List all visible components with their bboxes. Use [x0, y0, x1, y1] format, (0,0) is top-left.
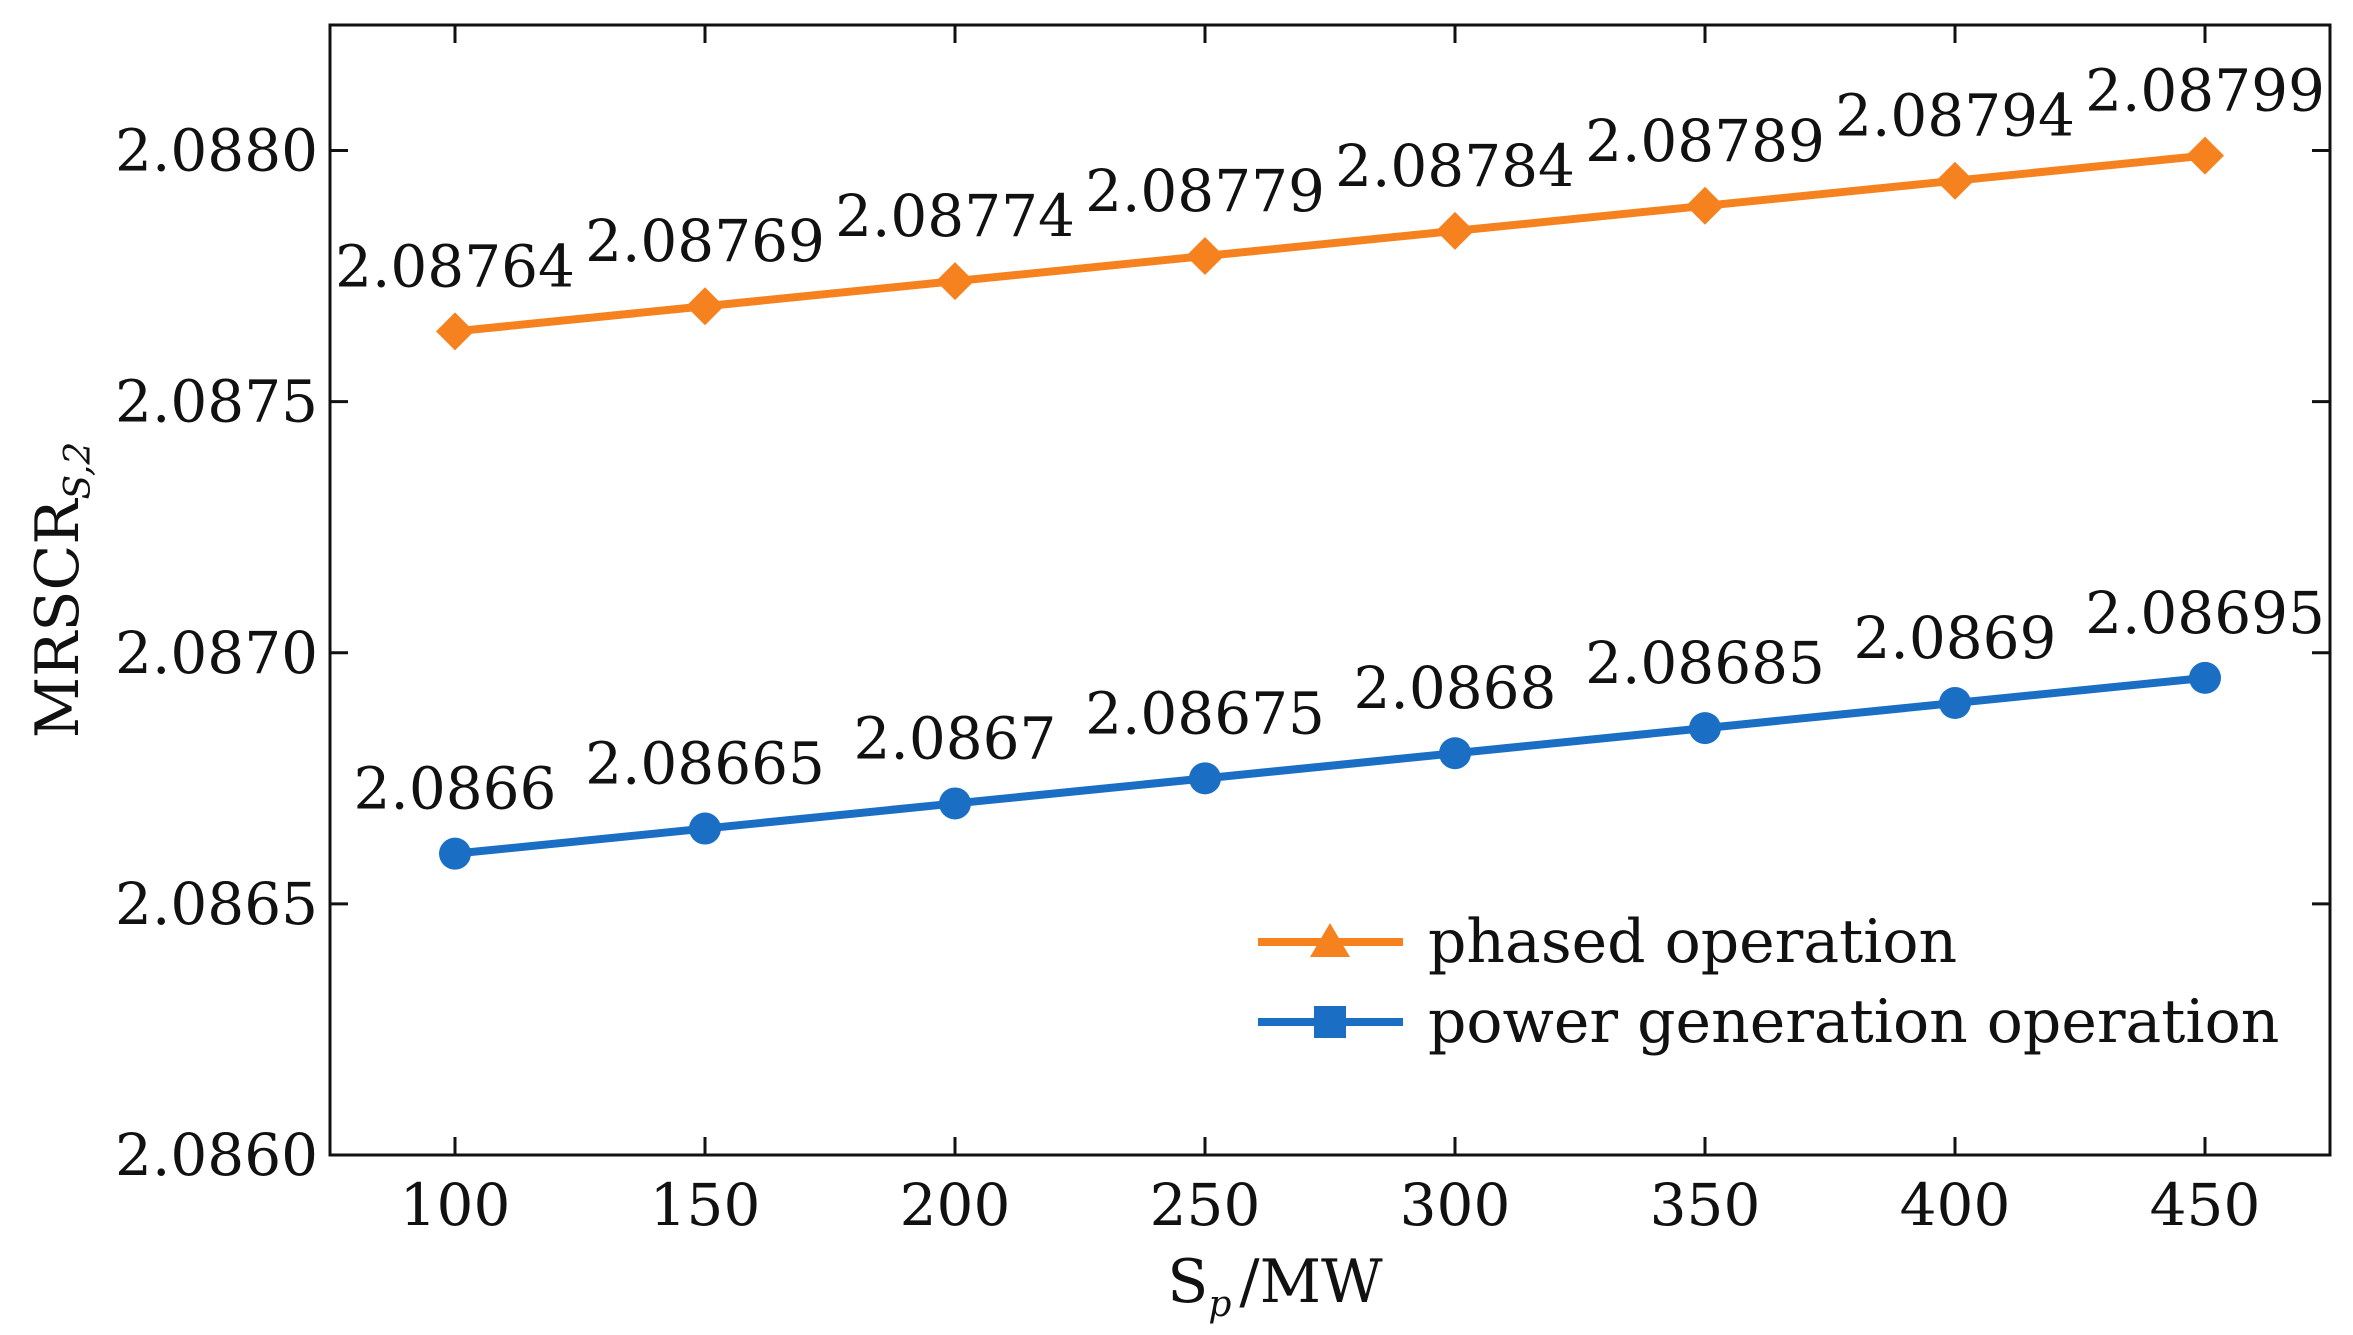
x-axis-title-main: S [1167, 1247, 1208, 1317]
y-tick-label: 2.0870 [115, 619, 318, 687]
y-tick-label: 2.0880 [115, 117, 318, 185]
series-power-generation-operation: 2.0866 2.08665 2.0867 2.08675 2.0868 2.08685 2… [354, 579, 2325, 870]
plot-frame [328, 23, 2332, 1157]
y-axis: 2.0860 2.0865 2.0870 2.0875 2.0880 [115, 117, 2330, 1189]
data-label: 2.08769 [585, 207, 825, 275]
data-label: 2.08794 [1835, 82, 2075, 150]
data-label: 2.0867 [854, 704, 1057, 772]
legend-square-marker-icon [1314, 1006, 1346, 1038]
x-axis: 100 150 200 250 300 350 400 450 [400, 25, 2261, 1239]
data-point-diamond [436, 312, 474, 351]
y-axis-title-subscript: S,2 [58, 442, 99, 500]
x-axis-title-unit: /MW [1239, 1247, 1383, 1317]
data-point-diamond [1936, 161, 1974, 200]
y-tick-label: 2.0860 [115, 1121, 318, 1189]
series-layer: 2.08764 2.08769 2.08774 2.08779 2.08784 2.087… [335, 57, 2325, 870]
data-point-circle [2189, 661, 2221, 694]
legend: phased operation power generation operat… [1258, 907, 2279, 1057]
data-point-diamond [936, 262, 974, 301]
x-axis-title-subscript: p [1208, 1284, 1231, 1325]
data-label: 2.08764 [335, 232, 575, 300]
legend-label-power-generation: power generation operation [1428, 987, 2279, 1057]
data-label: 2.0868 [1354, 654, 1557, 722]
data-point-circle [439, 837, 471, 870]
data-label: 2.08779 [1085, 157, 1325, 225]
series-line [454, 673, 2206, 858]
data-point-circle [1939, 687, 1971, 719]
x-tick-label: 300 [1400, 1171, 1511, 1239]
data-point-circle [689, 812, 721, 845]
data-label: 2.08695 [2085, 579, 2325, 647]
x-axis-title: Sp/MW [1167, 1247, 1383, 1325]
data-point-diamond [2186, 136, 2224, 175]
data-point-circle [1689, 712, 1721, 745]
y-tick-label: 2.0865 [115, 870, 318, 938]
data-point-circle [939, 787, 971, 820]
legend-item-power-generation: power generation operation [1258, 987, 2279, 1057]
data-label: 2.0869 [1854, 604, 2057, 672]
data-label: 2.08685 [1585, 629, 1825, 697]
data-point-circle [1189, 762, 1221, 795]
legend-label-phased: phased operation [1428, 907, 1957, 977]
x-tick-label: 200 [900, 1171, 1011, 1239]
x-tick-label: 150 [650, 1171, 761, 1239]
data-label: 2.08774 [835, 182, 1075, 250]
x-tick-label: 400 [1900, 1171, 2011, 1239]
x-tick-label: 100 [400, 1171, 511, 1239]
series-line [454, 151, 2206, 336]
data-label: 2.08665 [585, 730, 825, 798]
series-phased-operation: 2.08764 2.08769 2.08774 2.08779 2.08784 2.087… [335, 57, 2325, 351]
legend-item-phased: phased operation [1258, 907, 1957, 977]
data-point-diamond [1186, 237, 1224, 276]
data-label: 2.08784 [1335, 132, 1575, 200]
data-point-diamond [1436, 211, 1474, 250]
data-point-circle [1439, 737, 1471, 770]
x-tick-label: 450 [2150, 1171, 2261, 1239]
x-tick-label: 350 [1650, 1171, 1761, 1239]
data-point-diamond [1686, 186, 1724, 225]
data-point-diamond [686, 287, 724, 326]
data-label: 2.08789 [1585, 107, 1825, 175]
y-axis-title-main: MRSCR [23, 498, 93, 739]
legend-triangle-marker-icon [1310, 923, 1350, 957]
y-axis-title: MRSCRS,2 [23, 442, 99, 739]
y-tick-label: 2.0875 [115, 368, 318, 436]
data-label: 2.0866 [354, 755, 557, 823]
x-tick-label: 250 [1150, 1171, 1261, 1239]
data-label: 2.08799 [2085, 57, 2325, 125]
data-label: 2.08675 [1085, 679, 1325, 747]
